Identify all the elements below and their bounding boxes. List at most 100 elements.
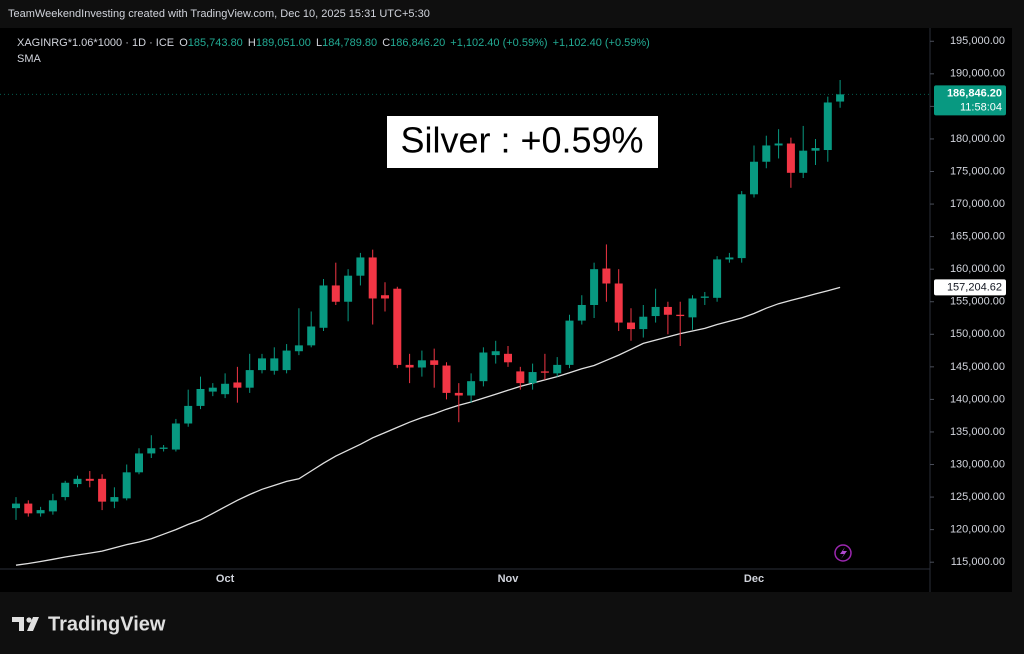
annotation-box [387, 116, 658, 168]
brand-name: TradingView [48, 613, 166, 635]
candle-body [417, 360, 426, 368]
change: +1,102.40 (+0.59%) [553, 37, 650, 49]
y-tick-label: 150,000.00 [950, 328, 1005, 340]
y-tick-label: 180,000.00 [950, 133, 1005, 145]
candle-body [651, 306, 660, 317]
ohlc-key: L [316, 37, 322, 49]
y-tick-label: 190,000.00 [950, 68, 1005, 80]
change: +1,102.40 (+0.59%) [450, 37, 547, 49]
candle-body [98, 478, 107, 502]
plot-area [0, 28, 1012, 592]
candle-body [700, 296, 709, 298]
price-tag-value: 186,846.20 [947, 87, 1002, 99]
x-tick-label: Oct [216, 573, 235, 585]
candle-body [627, 322, 635, 330]
candle-body [750, 161, 758, 195]
candle-body [147, 448, 156, 454]
candle-body [110, 497, 119, 502]
candle-body [602, 268, 611, 284]
candle-body [737, 194, 746, 259]
y-tick-label: 115,000.00 [951, 556, 1005, 568]
candle-body [430, 360, 439, 365]
candle-body [270, 358, 279, 371]
alert-icon-bolt [840, 547, 847, 559]
logo-mark [12, 617, 39, 631]
candle-body [344, 275, 353, 302]
sma-tag [934, 279, 1006, 296]
candle-body [528, 372, 537, 384]
candle-body [73, 478, 82, 485]
candle-body [467, 381, 476, 396]
candle-body [12, 503, 20, 509]
candle-body [823, 102, 832, 151]
candle-body [221, 383, 230, 395]
candle-body [590, 269, 599, 305]
legend-line: XAGINRG*1.06*1000 · 1D · ICE O185,743.80… [17, 37, 650, 49]
x-tick-label: Nov [498, 573, 520, 585]
candle-body [725, 257, 734, 260]
candle-body [553, 364, 562, 374]
candle-body [61, 482, 70, 498]
candle-body [48, 500, 57, 512]
candle-body [762, 145, 771, 162]
candle-body [516, 371, 525, 384]
ohlc-key: C [382, 37, 390, 49]
candle-body [393, 288, 402, 365]
candle-body [184, 405, 193, 424]
candle-body [85, 478, 94, 481]
y-tick-label: 120,000.00 [950, 524, 1005, 536]
candle-body [713, 259, 722, 298]
candle-body [36, 510, 45, 514]
candle-body [454, 392, 463, 396]
price-tag [934, 85, 1006, 116]
candle-body [614, 283, 623, 323]
alert-icon[interactable] [834, 544, 852, 562]
candle-body [294, 345, 303, 352]
candle-body [491, 351, 500, 356]
candle-body [208, 387, 217, 392]
ohlc-value: 186,846.20 [390, 37, 445, 49]
candle-body [405, 364, 414, 368]
candle-body [836, 94, 845, 102]
candle-body [368, 257, 377, 299]
y-tick-label: 195,000.00 [950, 35, 1005, 47]
candle-body [811, 148, 820, 151]
annotation: Silver : +0.59% [400, 120, 643, 161]
candle-body [442, 365, 451, 393]
candle-body [504, 353, 512, 363]
y-tick-label: 145,000.00 [950, 361, 1005, 373]
candle-body [135, 453, 143, 473]
credit: TeamWeekendInvesting created with Tradin… [8, 8, 430, 20]
candle-body [356, 257, 365, 276]
ohlc-value: 185,743.80 [188, 37, 243, 49]
candle-body [479, 352, 488, 382]
y-tick-label: 160,000.00 [950, 263, 1005, 275]
candle-body [245, 370, 254, 388]
candle-body [676, 314, 685, 317]
candle-body [663, 306, 672, 315]
candle-body [577, 304, 586, 321]
candle-body [171, 423, 180, 450]
candle-body [307, 326, 316, 346]
candle-body [258, 358, 266, 371]
candle-body [282, 350, 291, 371]
candle-body [122, 472, 131, 499]
candle-body [331, 285, 340, 302]
ohlc-key: H [248, 37, 256, 49]
candle-body [799, 150, 808, 173]
indicator-label: SMA [17, 53, 42, 65]
y-tick-label: 125,000.00 [950, 491, 1005, 503]
candle-body [688, 298, 697, 318]
y-tick-label: 130,000.00 [950, 458, 1005, 470]
candle-body [24, 503, 33, 514]
ohlc-value: 184,789.80 [322, 37, 377, 49]
x-tick-label: Dec [744, 573, 764, 585]
candle-body [639, 316, 648, 330]
candle-body [233, 382, 242, 388]
sma-tag-value: 157,204.62 [947, 281, 1002, 293]
candle-body [381, 295, 389, 299]
candle-body [540, 371, 549, 373]
candle-body [159, 447, 168, 449]
price-tag-countdown: 11:58:04 [960, 101, 1002, 113]
